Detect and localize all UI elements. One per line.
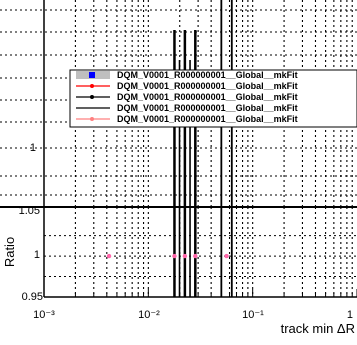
ratio-plot-area (44, 207, 357, 297)
legend-label: DQM_V0001_R000000001__Global__mkFit (117, 103, 298, 113)
ratio-point (182, 253, 188, 259)
legend-marker (90, 95, 94, 99)
ratio-point (193, 253, 198, 259)
x-axis-title: track min ΔR (281, 321, 355, 336)
legend-marker (89, 72, 95, 78)
axes-frame (0, 0, 357, 298)
x-tick-label: 10⁻¹ (242, 309, 264, 321)
ratio-point (172, 253, 177, 259)
legend-marker (90, 84, 94, 88)
ratio-y-axis-title: Ratio (2, 237, 17, 267)
legend: DQM_V0001_R000000001__Global__mkFitDQM_V… (69, 69, 357, 128)
legend-label: DQM_V0001_R000000001__Global__mkFit (117, 114, 298, 124)
x-tick-label: 1 (347, 309, 353, 321)
ratio-y-tick-label: 1 (34, 249, 40, 261)
ratio-y-tick-label: 1.05 (19, 205, 40, 217)
ratio-point (224, 253, 229, 259)
legend-label: DQM_V0001_R000000001__Global__mkFit (117, 92, 298, 102)
x-tick-label: 10⁻³ (33, 309, 55, 321)
ratio-point (106, 253, 112, 259)
legend-label: DQM_V0001_R000000001__Global__mkFit (117, 70, 298, 80)
x-tick-label: 10⁻² (138, 309, 160, 321)
legend-marker (90, 117, 94, 121)
legend-label: DQM_V0001_R000000001__Global__mkFit (117, 81, 298, 91)
upper-y-tick-label: 1 (30, 142, 36, 154)
ratio-points (106, 253, 229, 259)
legend-box (69, 69, 357, 128)
ratio-y-tick-label: 0.95 (22, 291, 43, 303)
axis-ticks (43, 289, 357, 297)
